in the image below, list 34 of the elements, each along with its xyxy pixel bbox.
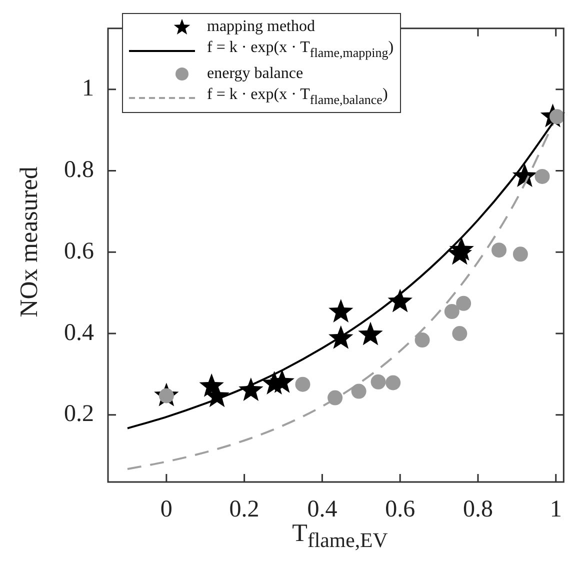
point: [492, 242, 507, 258]
legend-label: mapping method: [207, 17, 315, 37]
point: [358, 322, 383, 346]
legend-label: f = k · exp(x · T$_{flame,mapping}$): [207, 38, 394, 62]
point: [444, 304, 460, 320]
y-tick-label: 1: [82, 76, 94, 102]
point: [370, 374, 386, 390]
point: [388, 288, 412, 312]
x-tick-label: 0: [160, 496, 172, 523]
point: [449, 237, 474, 261]
point: [512, 246, 528, 262]
point: [452, 326, 468, 342]
point: [386, 375, 401, 390]
point: [456, 296, 472, 311]
point: [328, 298, 354, 322]
x-tick-label: 0.8: [462, 496, 493, 523]
x-tick-label: 0.4: [307, 496, 338, 523]
legend-label: energy balance: [207, 64, 304, 84]
x-tick-label: 0.6: [385, 496, 416, 523]
x-tick-label: 1: [550, 496, 562, 523]
x-tick-label: 0.2: [229, 496, 260, 523]
point: [328, 390, 343, 406]
y-axis-title: NOx measured: [16, 166, 44, 318]
y-tick-label: 0.8: [64, 157, 94, 184]
point: [534, 168, 550, 184]
x-axis-title: T$_{flame,EV}$: [292, 520, 388, 552]
y-tick-label: 0.2: [64, 401, 94, 428]
legend-label: f = k · exp(x · T$_{flame,balance}$): [207, 85, 388, 109]
point: [270, 369, 294, 393]
y-tick-label: 0.6: [64, 238, 94, 264]
y-tick-label: 0.4: [64, 320, 94, 346]
point: [295, 376, 310, 392]
point: [414, 332, 430, 348]
point: [351, 384, 366, 399]
